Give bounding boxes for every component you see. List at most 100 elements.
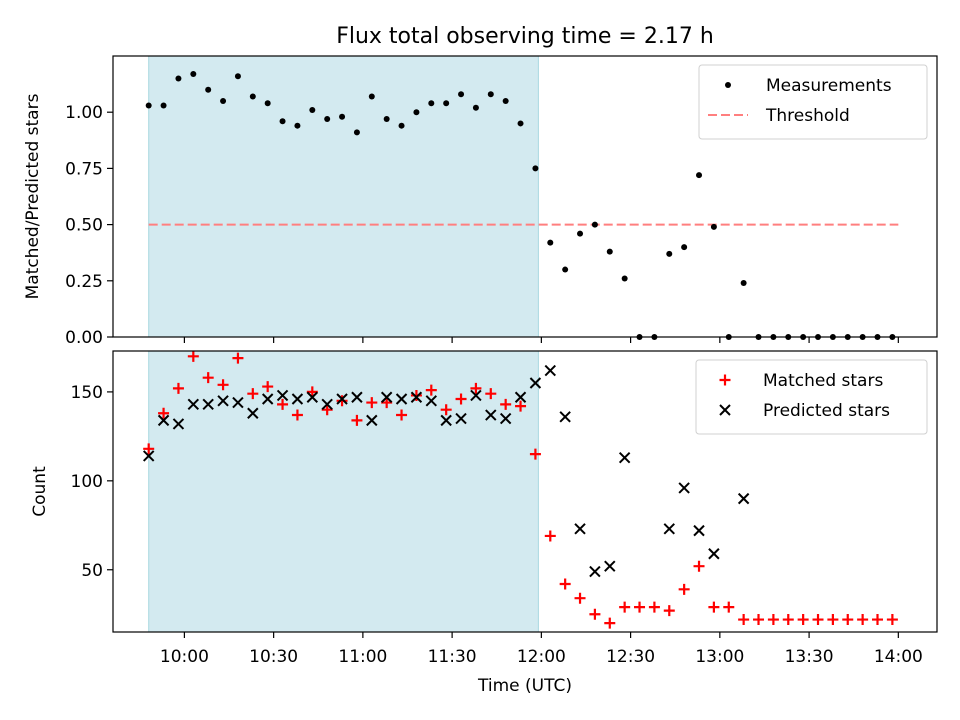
y-tick-label: 100: [71, 472, 103, 492]
measurement-point: [220, 97, 227, 104]
predicted-stars-point: [291, 393, 304, 405]
matched-stars-point: [529, 448, 541, 460]
top-panel: 0.00 0.25 0.50 0.75 1.00 Matched/Predicted st…: [23, 55, 938, 348]
matched-stars-point: [738, 614, 750, 626]
legend-marker-measurements: [725, 82, 731, 88]
measurement-point: [502, 97, 509, 104]
matched-stars-point: [381, 397, 393, 409]
predicted-stars-point: [261, 393, 274, 405]
predicted-stars-point: [321, 398, 333, 411]
measurement-point: [175, 75, 182, 82]
predicted-stars-point: [485, 409, 497, 421]
matched-stars-point: [544, 530, 556, 542]
matched-stars-point: [515, 400, 527, 412]
predicted-stars-point: [589, 565, 601, 578]
matched-stars-point: [574, 592, 586, 604]
measurement-point: [234, 73, 241, 80]
y-tick-label: 0.75: [65, 159, 103, 179]
predicted-stars-point: [544, 364, 556, 377]
matched-stars-point: [872, 614, 884, 626]
predicted-stars-point: [410, 391, 423, 403]
x-axis-label: Time (UTC): [477, 676, 572, 696]
y-tick-label: 0.50: [65, 216, 103, 236]
y-axis-label: Matched/Predicted stars: [23, 93, 43, 299]
measurement-point: [353, 129, 360, 136]
measurement-point: [710, 223, 717, 230]
predicted-stars-point: [142, 450, 155, 462]
matched-stars-point: [425, 384, 437, 396]
y-tick-label: 150: [71, 383, 103, 403]
measurement-point: [205, 86, 212, 93]
predicted-stars-point: [514, 391, 527, 403]
x-tick-label: 11:30: [428, 647, 477, 667]
measurement-point: [324, 115, 331, 122]
legend-marker-predicted: [719, 404, 731, 416]
matched-stars-point: [232, 352, 244, 364]
x-tick-label: 13:00: [695, 647, 744, 667]
matched-stars-point: [143, 443, 155, 455]
matched-stars-point: [708, 601, 720, 613]
measurement-point: [160, 102, 167, 109]
predicted-stars-point: [232, 396, 244, 409]
predicted-stars-point: [395, 393, 408, 405]
matched-stars-point: [277, 398, 289, 410]
x-tick-label: 14:00: [874, 647, 923, 667]
legend: Matched stars Predicted stars: [695, 359, 928, 435]
matched-stars-point: [336, 395, 348, 407]
matched-stars-point: [262, 381, 274, 393]
measurement-point: [591, 221, 598, 228]
y-tick-label: 1.00: [65, 103, 103, 123]
predicted-stars-point: [737, 492, 750, 505]
measurement-point: [517, 120, 524, 127]
matched-stars-point: [470, 382, 482, 394]
predicted-stars-point: [425, 395, 438, 407]
matched-stars-point: [812, 614, 824, 626]
predicted-stars-point: [618, 452, 631, 464]
matched-stars-point: [634, 601, 646, 613]
measurement-point: [532, 165, 539, 172]
axes-frame: [112, 55, 938, 338]
measurement-point: [428, 100, 435, 107]
matched-stars-point: [678, 583, 690, 595]
axes-frame: [112, 350, 938, 633]
measurement-point: [443, 100, 450, 107]
bottom-panel: 50 100 150 10:00 10:30 11:00 11:30 12:00 12:30 13…: [30, 350, 938, 667]
predicted-stars-point: [202, 398, 214, 411]
measurement-point: [264, 100, 271, 107]
matched-stars-point: [767, 614, 779, 626]
chart-title: Flux total observing time = 2.17 h: [336, 24, 714, 49]
measurement-point: [145, 102, 152, 109]
measurement-point: [547, 239, 554, 246]
x-tick-label: 10:30: [249, 647, 298, 667]
matched-stars-point: [440, 404, 452, 416]
measurement-point: [696, 172, 703, 179]
y-axis-label: Count: [30, 466, 50, 517]
measurement-point: [309, 106, 316, 113]
matched-stars-point: [693, 560, 705, 572]
measurement-point: [294, 122, 301, 129]
measurement-point: [472, 104, 479, 111]
matched-stars-point: [797, 614, 809, 626]
matched-stars-point: [648, 601, 660, 613]
matched-stars-point: [753, 614, 765, 626]
legend-box: [695, 359, 928, 435]
matched-stars-point: [291, 409, 303, 421]
matched-stars-point: [559, 578, 571, 590]
matched-stars-point: [202, 372, 214, 384]
predicted-stars-point: [306, 391, 319, 403]
predicted-stars-point: [678, 482, 690, 494]
predicted-stars-point: [499, 412, 512, 425]
legend-label: Threshold: [765, 106, 850, 126]
measurement-point: [487, 91, 494, 98]
matched-stars-point: [366, 397, 378, 409]
measurement-point: [740, 280, 747, 287]
y-tick-label: 50: [81, 561, 103, 581]
legend-label: Matched stars: [763, 371, 883, 391]
legend-label: Measurements: [766, 76, 892, 96]
x-tick-label: 11:00: [338, 647, 387, 667]
matched-stars-point: [187, 350, 199, 362]
predicted-stars-point: [663, 523, 675, 535]
matched-stars-point: [396, 409, 408, 421]
matched-stars-point: [500, 398, 512, 410]
predicted-stars-point: [470, 389, 482, 402]
